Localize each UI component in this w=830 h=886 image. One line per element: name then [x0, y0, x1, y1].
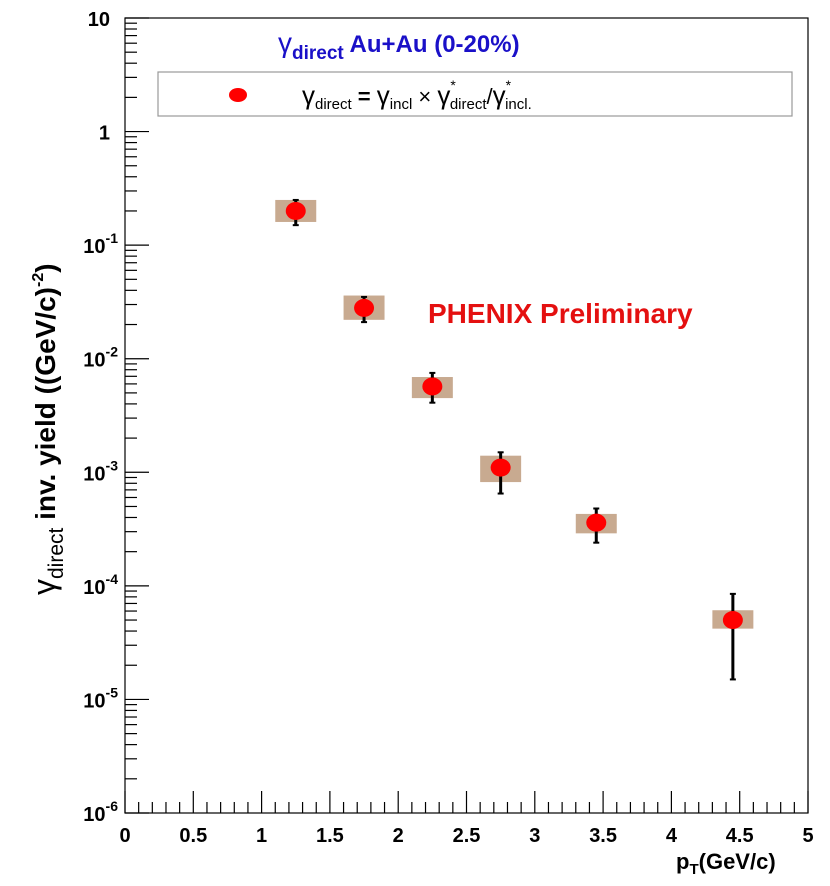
y-tick-label: 10-3 — [83, 457, 118, 485]
title-main: Au+Au (0-20%) — [344, 31, 520, 58]
legend-marker — [229, 88, 247, 102]
y-axis-ticks — [125, 17, 149, 814]
phenix-preliminary-label: PHENIX Preliminary — [428, 298, 693, 329]
y-tick-label: 1 — [99, 123, 110, 145]
x-tick-label: 3.5 — [589, 825, 617, 847]
data-point — [285, 201, 306, 220]
plot-frame — [124, 17, 809, 814]
x-tick-label: 5 — [802, 825, 813, 847]
x-tick-label: 0 — [119, 825, 130, 847]
x-tick-label: 1 — [256, 825, 267, 847]
legend: γdirect = γincl × γ* direct/γ* incl. — [157, 71, 793, 117]
data-point — [722, 611, 743, 630]
data-points — [285, 201, 743, 630]
x-tick-label: 2.5 — [453, 825, 481, 847]
data-point — [586, 513, 607, 532]
y-tick-label: 10-1 — [83, 230, 118, 258]
title-gamma: γ — [278, 27, 292, 58]
x-tick-label: 3 — [529, 825, 540, 847]
y-tick-label: 10-2 — [83, 344, 118, 372]
y-tick-label: 10-5 — [83, 684, 118, 712]
statistical-error-bars — [292, 198, 736, 681]
legend-box — [157, 71, 793, 117]
x-tick-label: 1.5 — [316, 825, 344, 847]
x-axis-tick-labels: 0 0.5 1 1.5 2 2.5 3 3.5 4 4.5 5 — [119, 825, 813, 847]
data-point — [354, 298, 375, 317]
y-axis-label: γdirect inv. yield ((GeV/c)-2) — [26, 263, 68, 595]
y-tick-label: 10-4 — [83, 571, 118, 599]
x-axis-label: pT(GeV/c) — [676, 849, 776, 878]
systematic-error-boxes — [275, 199, 754, 629]
y-tick-label: 10 — [88, 9, 110, 31]
x-tick-label: 4 — [666, 825, 678, 847]
data-point — [490, 458, 511, 477]
x-tick-label: 2 — [393, 825, 404, 847]
data-point — [422, 377, 443, 396]
legend-entry: γdirect = γincl × γ* direct/γ* incl. — [302, 77, 532, 113]
y-tick-label: 10-6 — [83, 798, 118, 826]
chart-title: γdirect Au+Au (0-20%) — [278, 27, 520, 64]
x-tick-label: 4.5 — [726, 825, 754, 847]
title-subscript: direct — [292, 43, 344, 64]
x-axis-ticks — [124, 791, 809, 813]
x-tick-label: 0.5 — [179, 825, 207, 847]
y-axis-tick-labels: 10-6 10-5 10-4 10-3 10-2 10-1 1 10 — [83, 9, 118, 826]
